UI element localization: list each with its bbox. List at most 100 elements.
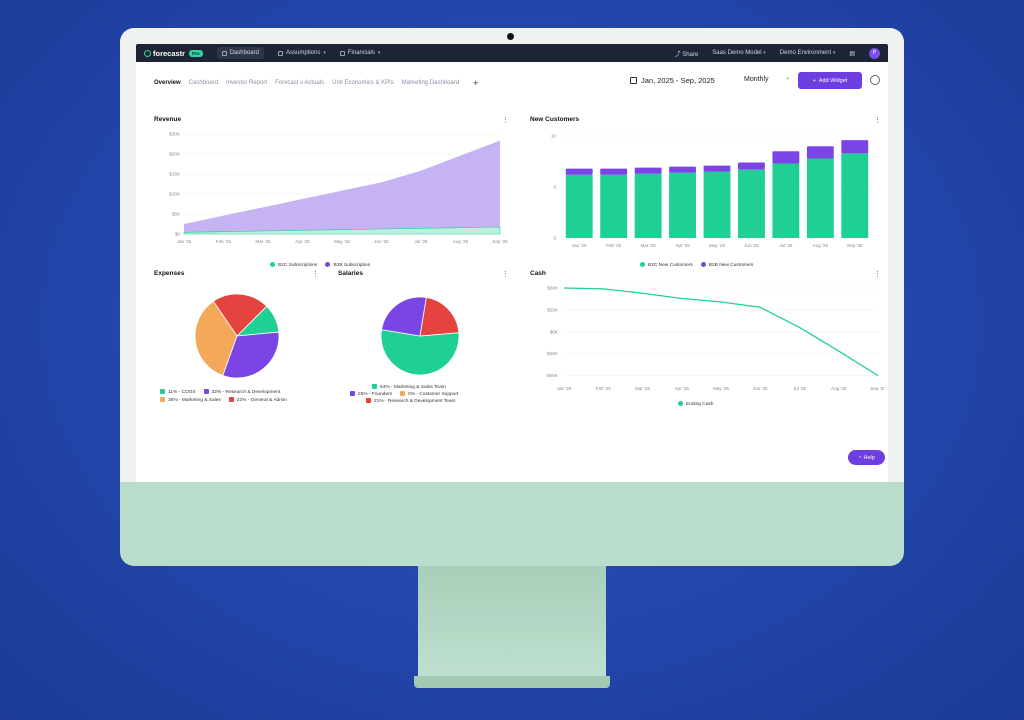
x-tick-label: Jan '25 [572,243,587,248]
revenue-legend: B2C Subscriptions B2B Subscription [270,262,370,268]
new-customers-card: New Customers ⋮ 0 5 10 Jan '25 Feb '25 Mar '2… [528,116,884,271]
legend-item-b2b-new-customers: B2B New Customers [700,262,753,268]
more-icon[interactable]: ⋮ [874,271,881,278]
x-tick-label: Aug '25 [453,239,469,244]
x-tick-label: Sep '25 [492,239,508,244]
bar-b2b-new-customers [738,162,765,170]
bar-b2c-new-customers [565,174,593,238]
bar-b2b-new-customers [600,168,628,175]
legend-label: 21% - Research & Development Team [374,398,456,404]
legend-item-marketing-sales: 35% - Marketing & Sales [160,397,221,403]
grid-icon [221,50,227,56]
share-icon: ⤴ [674,51,681,58]
salaries-card: Salaries ⋮ 54% - Marketing & Sales Team … [336,270,512,420]
expenses-title: Expenses [154,270,185,277]
y-tick-label: $5K [172,212,181,217]
more-icon[interactable]: ⋮ [312,271,319,278]
legend-label: 54% - Marketing & Sales Team [380,384,446,390]
model-label: Saas Demo Model [712,50,762,56]
nav-assumptions[interactable]: Assumptions ▾ [277,50,326,56]
legend-label: 32% - Research & Development [211,389,281,395]
top-navigation: forecastr Pro Dashboard Assumptions ▾ Fi… [136,44,888,62]
tab-marketing-dashboard[interactable]: Marketing Dashboard [401,80,460,86]
legend-label: 25% - Founders [358,391,393,397]
tab-overview[interactable]: Overview [154,80,181,86]
period-label: Monthly [744,76,769,83]
legend-item-research-development-team: 21% - Research & Development Team [366,398,456,404]
new-customers-title: New Customers [530,116,580,123]
cash-chart: $50K $25K $0K -$25K -$50K Jan '25 Feb '25 Mar '… [546,286,884,392]
plus-icon: + [812,77,816,84]
help-label: Help [863,454,875,461]
add-widget-label: Add Widget [818,77,848,84]
brand-name: forecastr [153,48,186,58]
x-tick-label: Jan '25 [177,239,192,244]
x-tick-label: Mar '25 [255,239,271,244]
tab-unit-economics[interactable]: Unit Economics & KPIs [332,80,394,86]
expenses-chart [194,293,280,379]
help-button[interactable]: ◔ Help [848,450,885,465]
x-tick-label: Jul '25 [414,239,428,244]
add-tab-button[interactable]: + [473,78,479,88]
x-tick-label: May '25 [334,239,350,244]
salaries-legend-row2: 25% - Founders 0% - Customer Support [350,391,458,397]
date-range-picker[interactable]: Jan, 2025 - Sep, 2025 [630,76,715,85]
area-b2c-subscriptions [183,226,501,235]
dashboard-toolbar: Overview Cashboard Investor Report Forec… [136,62,888,104]
y-tick-label: $10K [169,192,181,197]
tab-investor-report[interactable]: Investor Report [226,80,268,86]
avatar[interactable]: P [869,47,880,59]
legend-item-customer-support: 0% - Customer Support [400,391,458,397]
share-label: Share [682,51,699,58]
more-icon[interactable]: ⋮ [502,271,509,278]
tab-forecast-v-actuals[interactable]: Forecast v Actuals [275,80,325,86]
pie-slice-founders [381,296,427,337]
x-tick-label: Sep '25 [870,386,884,391]
expenses-legend-row1: 11% - COGS 32% - Research & Development [160,389,280,395]
x-tick-label: Apr '25 [295,239,310,244]
bar-b2c-new-customers [703,171,731,238]
x-tick-label: Jun '25 [753,386,768,391]
bar-b2b-new-customers [634,167,662,174]
environment-selector[interactable]: Demo Environment ▾ [780,50,836,56]
period-select[interactable]: Monthly ▾ [744,76,789,83]
salaries-legend-row3: 21% - Research & Development Team [366,398,456,404]
screen: forecastr Pro Dashboard Assumptions ▾ Fi… [136,44,888,482]
y-tick-label: $0K [550,329,559,334]
bar-b2b-new-customers [565,168,593,175]
nav-financials[interactable]: Financials ▾ [339,50,380,56]
y-tick-label: $20K [169,152,181,157]
model-selector[interactable]: Saas Demo Model ▾ [712,50,766,56]
brand-logo[interactable]: forecastr Pro [144,49,203,58]
nav-dashboard[interactable]: Dashboard [216,47,264,59]
add-widget-button[interactable]: + Add Widget [798,72,862,89]
document-icon[interactable]: ▤ [849,50,855,57]
x-tick-label: Jun '25 [744,243,759,248]
more-icon[interactable]: ⋮ [874,117,881,124]
chevron-down-icon: ▾ [763,50,766,56]
x-tick-label: Apr '25 [675,386,690,391]
share-button[interactable]: ⤴ Share [675,49,699,58]
bar-b2b-new-customers [669,166,696,173]
monitor-chin [120,482,904,566]
x-tick-label: Aug '25 [831,386,847,391]
legend-item-founders: 25% - Founders [350,391,392,397]
x-tick-label: Jul '25 [779,243,793,248]
legend-label: B2C New Customers [648,262,693,268]
tab-cashboard[interactable]: Cashboard [188,80,219,86]
bar-b2b-new-customers [772,151,800,164]
more-icon[interactable]: ⋮ [502,117,509,124]
y-tick-label: 5 [553,185,556,190]
x-tick-label: May '25 [713,386,729,391]
legend-label: 0% - Customer Support [408,391,459,397]
legend-label: Ending Cash [686,401,714,407]
logo-icon [144,49,151,57]
chevron-down-icon: ▾ [786,76,790,82]
line-ending-cash [563,287,879,377]
palette-icon[interactable] [870,75,880,85]
legend-label: 35% - Marketing & Sales [168,397,221,403]
legend-label: B2B Subscription [333,262,371,268]
x-tick-label: Feb '25 [216,239,232,244]
pie-slice-general-admin [212,293,268,337]
bar-b2c-new-customers [772,163,800,238]
